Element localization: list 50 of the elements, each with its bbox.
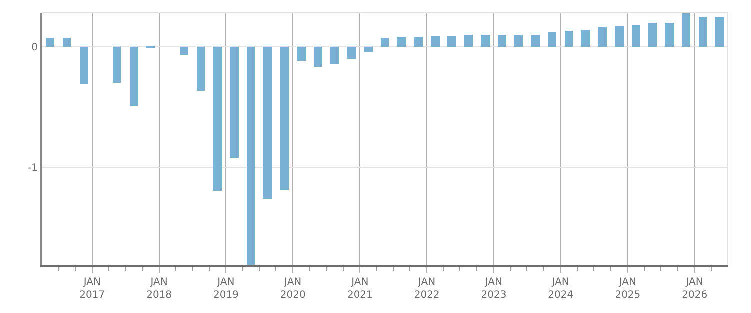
bar — [397, 37, 406, 47]
bar — [615, 26, 624, 47]
bar — [447, 36, 456, 47]
bar — [330, 47, 339, 64]
bar — [431, 36, 440, 47]
x-tick-label: JAN 2018 — [146, 277, 172, 301]
bar — [514, 35, 523, 47]
bar — [464, 35, 473, 47]
bar — [297, 47, 306, 61]
bar — [197, 47, 205, 91]
bar — [682, 13, 690, 47]
bar — [665, 23, 674, 47]
x-tick-label: JAN 2019 — [213, 277, 239, 301]
x-tick-label: JAN 2026 — [682, 277, 708, 301]
bar — [581, 30, 590, 47]
bar — [364, 47, 373, 52]
x-tick-label: JAN 2020 — [280, 277, 306, 301]
bar — [263, 47, 272, 199]
bar — [598, 27, 607, 47]
bar — [548, 32, 556, 47]
x-tick-label: JAN 2021 — [347, 277, 373, 301]
bar — [314, 47, 322, 67]
bar — [381, 38, 389, 47]
bar — [481, 35, 490, 47]
bar — [130, 47, 138, 106]
bar — [80, 47, 88, 84]
x-tick-label: JAN 2023 — [481, 277, 507, 301]
x-tick-label: JAN 2017 — [80, 277, 106, 301]
bar — [498, 35, 506, 47]
bar — [247, 47, 255, 265]
x-tick-label: JAN 2025 — [615, 277, 641, 301]
bar — [230, 47, 239, 158]
bar — [347, 47, 356, 59]
bar — [414, 37, 423, 47]
bar — [699, 17, 707, 47]
bar — [113, 47, 121, 83]
bar — [280, 47, 289, 190]
y-tick-label: 0 — [32, 42, 38, 54]
bar — [180, 47, 188, 55]
bar — [632, 25, 640, 47]
y-tick-label: -1 — [28, 162, 38, 174]
bar — [648, 23, 657, 47]
bar — [565, 31, 573, 47]
bar — [46, 38, 54, 47]
bar — [715, 17, 724, 47]
x-tick-label: JAN 2024 — [548, 277, 574, 301]
bar — [531, 35, 540, 47]
bar — [213, 47, 222, 191]
bar — [63, 38, 71, 47]
x-tick-label: JAN 2022 — [414, 277, 440, 301]
